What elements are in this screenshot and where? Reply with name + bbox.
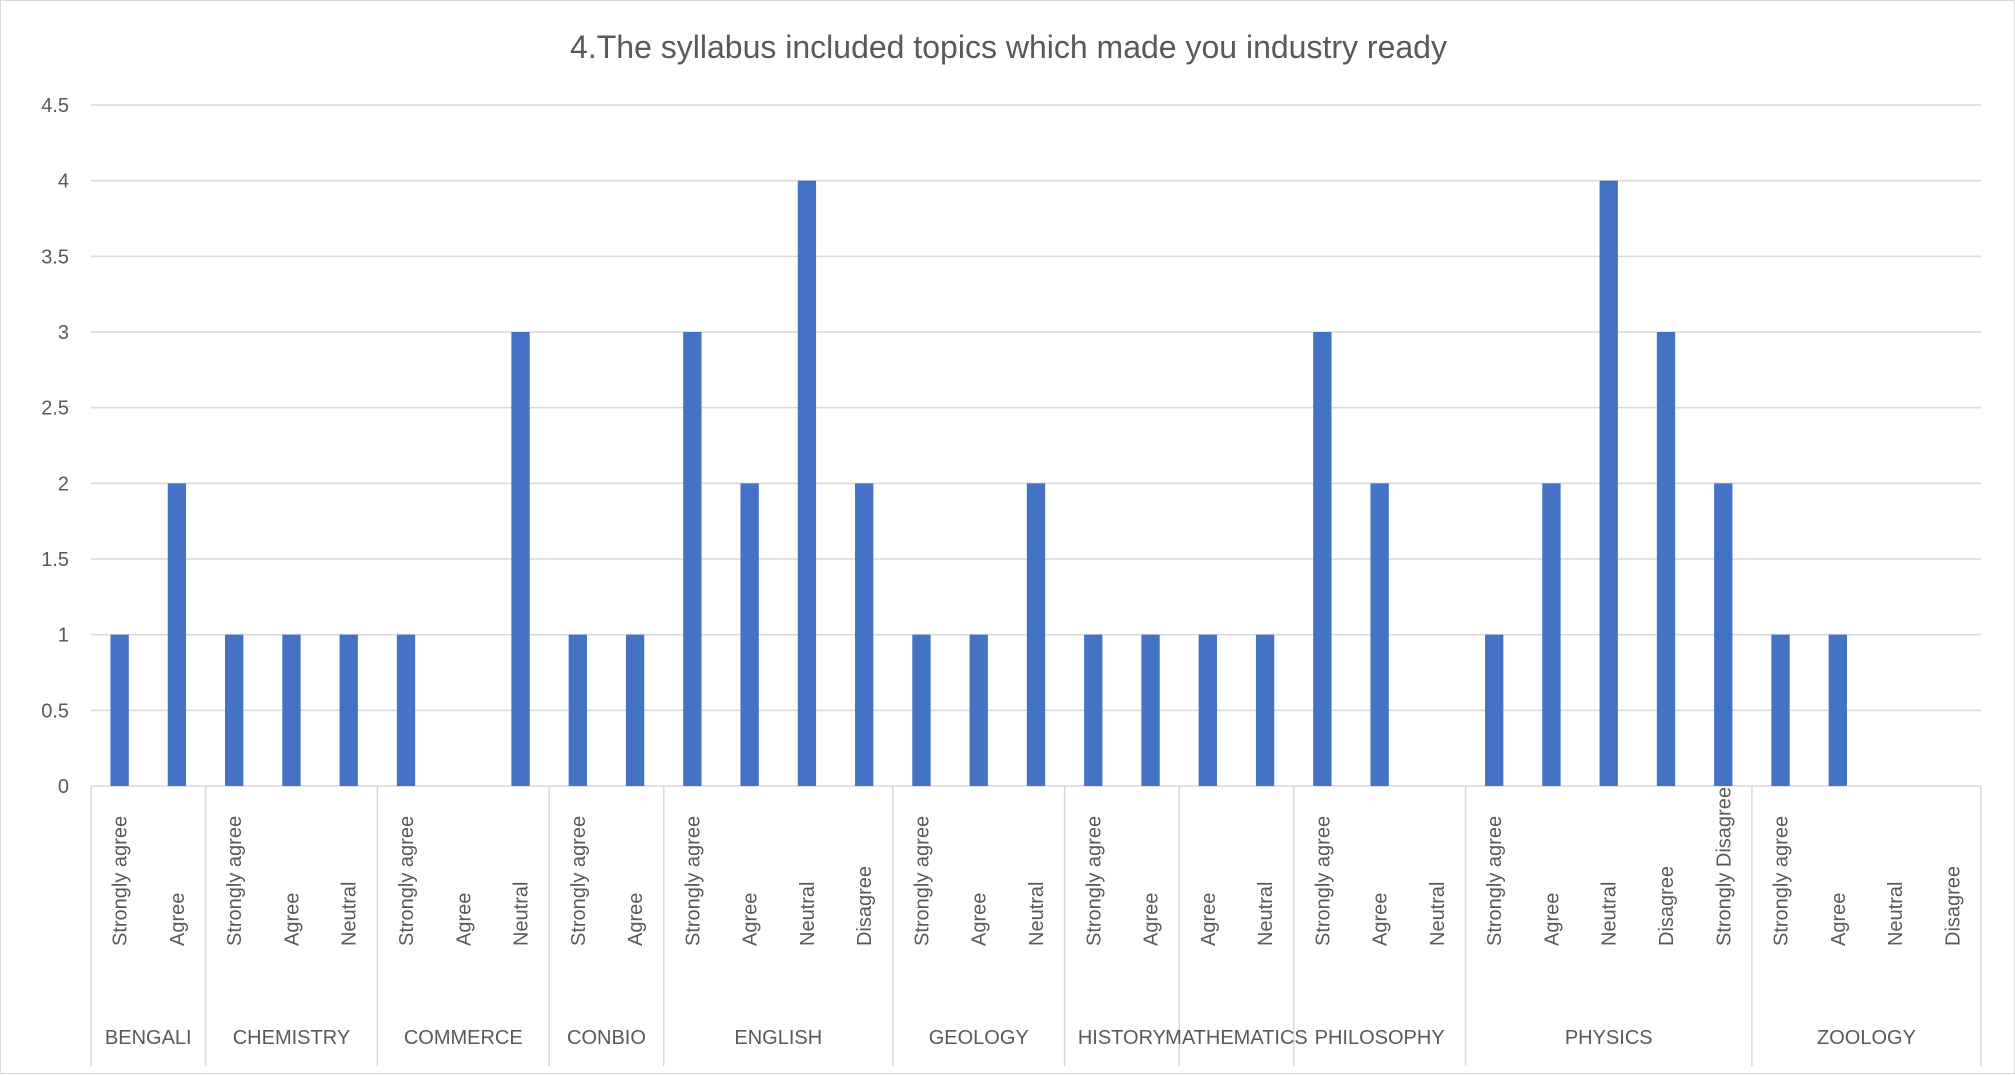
x-group-label: GEOLOGY	[929, 1027, 1029, 1049]
y-tick-label: 1.5	[41, 549, 69, 571]
bar	[1542, 483, 1561, 786]
bar	[282, 634, 301, 786]
x-category-label: Agree	[1141, 893, 1163, 946]
x-category-label: Disagree	[1942, 866, 1964, 946]
bar	[1599, 180, 1618, 786]
x-category-label: Strongly Disagree	[1713, 787, 1735, 946]
x-category-label: Agree	[453, 893, 475, 946]
x-category-label: Agree	[740, 893, 762, 946]
x-category-label: Neutral	[1885, 882, 1907, 946]
bar	[1198, 634, 1217, 786]
bar	[1828, 634, 1847, 786]
bar	[1255, 634, 1275, 786]
x-category-label: Strongly agree	[911, 816, 933, 946]
x-group-label: BENGALI	[105, 1027, 192, 1049]
x-category-label: Agree	[1198, 893, 1220, 946]
x-category-label: Strongly agree	[110, 816, 132, 946]
x-group-label: HISTORY	[1078, 1027, 1166, 1049]
x-category-label: Disagree	[1656, 866, 1678, 946]
x-category-label: Strongly agree	[224, 816, 246, 946]
bar	[683, 332, 702, 786]
x-category-label: Strongly agree	[396, 816, 418, 946]
x-category-label: Strongly agree	[682, 816, 704, 946]
y-tick-label: 1	[58, 625, 69, 647]
bar	[396, 634, 416, 786]
bar	[110, 634, 129, 786]
x-category-label: Neutral	[797, 882, 819, 946]
x-group-label: ENGLISH	[734, 1027, 822, 1049]
x-group-label: MATHEMATICS	[1165, 1027, 1308, 1049]
bar	[1084, 634, 1103, 786]
bar	[1656, 332, 1676, 786]
chart-title: 4.The syllabus included topics which mad…	[570, 29, 1447, 65]
bar	[1026, 483, 1046, 786]
y-tick-label: 4.5	[41, 95, 69, 117]
x-group-label: COMMERCE	[404, 1027, 523, 1049]
bar	[625, 634, 645, 786]
x-category-label: Agree	[281, 893, 303, 946]
x-category-label: Agree	[969, 893, 991, 946]
x-category-label: Agree	[167, 893, 189, 946]
y-axis-ticks: 0 0.5 1 1.5 2 2.5 3 3.5 4 4.5	[41, 95, 69, 798]
bar	[1141, 634, 1160, 786]
x-category-label: Neutral	[1599, 882, 1621, 946]
bar	[511, 332, 530, 786]
bar	[1313, 332, 1332, 786]
x-group-label: PHYSICS	[1565, 1027, 1653, 1049]
bar	[1370, 483, 1389, 786]
x-axis: Strongly agree Agree BENGALI Strongly agree…	[90, 786, 1982, 1066]
bar	[912, 634, 931, 786]
bar	[797, 180, 817, 786]
bar	[740, 483, 759, 786]
bars	[110, 180, 1847, 786]
y-tick-label: 4	[58, 171, 69, 193]
x-category-label: Agree	[625, 893, 647, 946]
y-tick-label: 0.5	[41, 700, 69, 722]
x-group-label: CHEMISTRY	[233, 1027, 350, 1049]
x-category-label: Agree	[1828, 893, 1850, 946]
x-category-label: Agree	[1370, 893, 1392, 946]
bar	[1771, 634, 1790, 786]
bar	[1485, 634, 1504, 786]
x-category-label: Strongly agree	[1484, 816, 1506, 946]
bar	[855, 483, 874, 786]
x-group-label: ZOOLOGY	[1817, 1027, 1916, 1049]
bar	[339, 634, 358, 786]
x-group-label: PHILOSOPHY	[1315, 1027, 1445, 1049]
bar	[568, 634, 587, 786]
y-tick-label: 3.5	[41, 246, 69, 268]
bar	[1714, 483, 1733, 786]
x-category-label: Disagree	[854, 866, 876, 946]
x-group-label: CONBIO	[567, 1027, 646, 1049]
x-category-label: Neutral	[1026, 882, 1048, 946]
x-category-label: Neutral	[511, 882, 533, 946]
x-category-label: Neutral	[1427, 882, 1449, 946]
y-tick-label: 2.5	[41, 398, 69, 420]
y-tick-label: 0	[58, 776, 69, 798]
x-category-label: Neutral	[339, 882, 361, 946]
y-tick-label: 3	[58, 322, 69, 344]
x-category-label: Strongly agree	[1312, 816, 1334, 946]
bar	[969, 634, 988, 786]
bar	[225, 634, 244, 786]
bar	[167, 483, 187, 786]
x-category-label: Strongly agree	[568, 816, 590, 946]
x-category-label: Strongly agree	[1083, 816, 1105, 946]
y-tick-label: 2	[58, 473, 69, 495]
x-category-label: Strongly agree	[1771, 816, 1793, 946]
x-category-label: Neutral	[1255, 882, 1277, 946]
x-category-label: Agree	[1541, 893, 1563, 946]
